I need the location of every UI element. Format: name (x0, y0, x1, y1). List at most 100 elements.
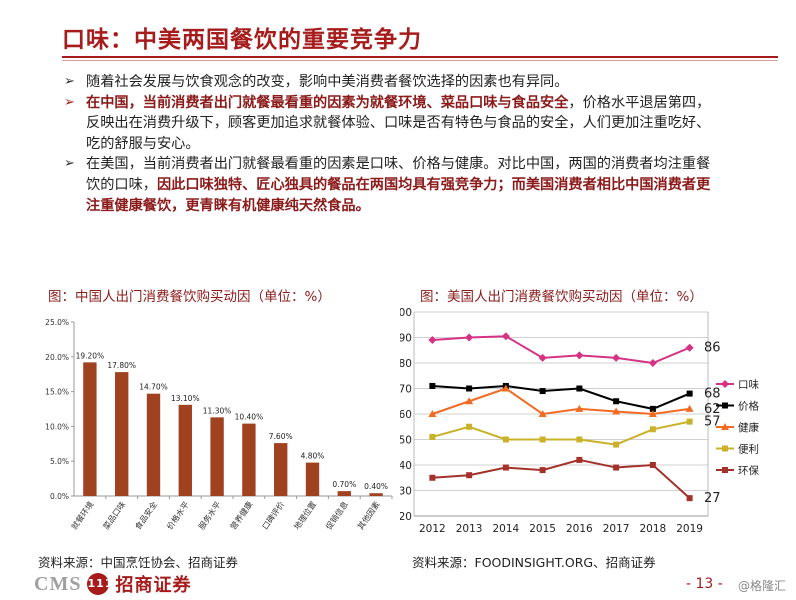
y-tick-label: 60 (400, 409, 412, 421)
end-value-label: 68 (704, 387, 721, 402)
series-marker (648, 410, 657, 417)
bar (274, 443, 288, 496)
bar (305, 462, 320, 496)
left-source: 资料来源：中国烹饪协会、招商证券 (38, 555, 239, 570)
series-marker (576, 385, 583, 392)
bullet-item-1: ➢ 随着社会发展与饮食观念的改变，影响中美消费者餐饮选择的因素也有异同。 (64, 72, 724, 93)
y-tick-label: 30 (400, 486, 412, 498)
series-marker (686, 418, 693, 425)
bullet-item-2: ➢ 在中国，当前消费者出门就餐最看重的因素为就餐环境、菜品口味与食品安全，价格水… (64, 93, 724, 155)
left-chart-title: 图：中国人出门消费餐饮购买动因（单位：%） (48, 289, 331, 305)
page-number: - 13 - (686, 576, 723, 592)
series-marker (575, 404, 584, 412)
x-tick-label: 2013 (456, 523, 483, 535)
x-tick-label: 口碑评价 (260, 499, 287, 531)
series-marker (538, 353, 547, 362)
x-tick-label: 地理位置 (292, 499, 319, 531)
end-value-label: 57 (704, 415, 721, 430)
x-tick-label: 2018 (640, 523, 667, 535)
y-tick-label: 20.0% (45, 353, 69, 362)
china-bar-chart: 0.0% 5.0% 10.0% 15.0% 20.0% 25.0% 19.20% 就餐环境 17… (45, 318, 393, 531)
series-line (432, 458, 691, 499)
series-marker (538, 410, 547, 417)
x-tick-label: 促销信息 (323, 499, 350, 531)
data-label: 0.70% (332, 480, 356, 489)
bar (178, 404, 192, 496)
series-marker (539, 436, 546, 443)
series-marker (465, 333, 474, 342)
series-marker (649, 405, 656, 412)
legend-label: 便利 (738, 443, 759, 456)
series-marker (648, 359, 657, 367)
bullet-item-3: ➢ 在美国，当前消费者出门就餐最看重的因素是口味、价格与健康。对比中国，两国的消… (64, 154, 724, 216)
logo-badge: 111 (87, 573, 112, 595)
series-marker (613, 441, 620, 448)
series-marker (539, 467, 546, 474)
bullet-text: 随着社会发展与饮食观念的改变，影响中美消费者餐饮选择的因素也有异同。 (86, 74, 569, 90)
series-marker (649, 426, 656, 433)
x-tick-label: 食品安全 (133, 499, 160, 531)
x-tick-label: 2012 (419, 523, 446, 535)
title-divider (62, 56, 778, 58)
series-marker (613, 464, 620, 471)
data-label: 0.40% (364, 482, 388, 491)
bullet-highlight: 因此口味独特、匠心独具的餐品在两国均具有强竞争力；而美国消费者相比中国消费者更注… (86, 176, 711, 214)
series-marker (722, 402, 728, 409)
bar (242, 423, 256, 496)
series-marker (722, 467, 728, 473)
page-title: 口味：中美两国餐饮的重要竞争力 (62, 27, 422, 53)
series-marker (685, 343, 694, 352)
bullet-highlight: 在中国，当前消费者出门就餐最看重的因素为就餐环境、菜品口味与食品安全 (86, 94, 569, 111)
data-label: 4.80% (301, 452, 325, 461)
logo-en: CMS (34, 572, 82, 595)
series-marker (649, 462, 656, 468)
series-marker (466, 423, 473, 430)
y-tick-label: 25.0% (45, 318, 69, 327)
series-line (432, 420, 690, 446)
series-marker (502, 436, 509, 443)
x-tick-label: 其他因素 (355, 499, 382, 531)
y-tick-label: 0.0% (50, 492, 69, 501)
right-source: 资料来源：FOODINSIGHT.ORG、招商证券 (412, 555, 656, 570)
y-tick-label: 40 (400, 460, 412, 472)
legend-label: 口味 (738, 379, 759, 391)
series-marker (721, 380, 729, 388)
series-marker (685, 404, 694, 412)
series-marker (501, 332, 510, 341)
title-divider-thin (62, 60, 778, 61)
y-tick-label: 15.0% (45, 388, 69, 397)
series-marker (612, 353, 621, 362)
series-marker (576, 456, 583, 463)
series-marker (613, 398, 620, 405)
series-marker (539, 388, 546, 395)
y-tick-label: 100 (400, 307, 412, 319)
right-chart-title: 图：美国人出门消费餐饮购买动因（单位：%） (420, 289, 703, 305)
x-tick-label: 营养健康 (228, 499, 255, 531)
data-label: 19.20% (76, 351, 105, 360)
series-marker (575, 351, 584, 360)
data-label: 11.30% (203, 406, 232, 415)
bar (83, 362, 97, 496)
series-marker (428, 410, 437, 417)
series-marker (721, 423, 729, 430)
series-line (432, 387, 690, 416)
y-tick-label: 20 (400, 511, 412, 523)
legend-label: 环保 (738, 464, 759, 477)
data-label: 14.70% (139, 383, 168, 392)
series-marker (429, 474, 436, 481)
bar (146, 393, 161, 496)
series-marker (466, 385, 473, 392)
watermark: @格隆汇 (738, 579, 787, 593)
y-tick-label: 70 (400, 384, 412, 396)
series-marker (429, 433, 436, 440)
x-tick-label: 2015 (529, 523, 556, 535)
series-marker (429, 382, 436, 389)
bullet-list: ➢ 随着社会发展与饮食观念的改变，影响中美消费者餐饮选择的因素也有异同。 ➢ 在… (64, 72, 724, 216)
series-line (432, 335, 691, 365)
x-tick-label: 服务水平 (196, 499, 223, 531)
data-label: 10.40% (235, 413, 264, 422)
y-tick-label: 50 (400, 435, 412, 447)
end-value-label: 86 (704, 341, 721, 356)
x-tick-label: 2017 (603, 523, 630, 535)
data-label: 17.80% (107, 361, 136, 370)
